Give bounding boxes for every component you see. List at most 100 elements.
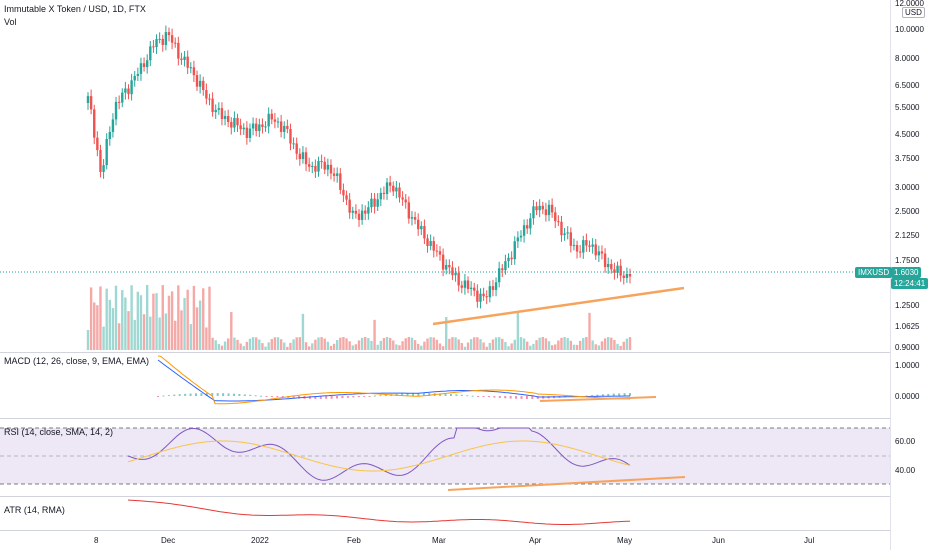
candle-body: [183, 56, 186, 61]
volume-bar: [264, 346, 267, 350]
macd-hist-bar: [167, 395, 170, 397]
price-tick: 5.5000: [895, 103, 920, 112]
volume-bar: [295, 337, 298, 350]
macd-hist-bar: [498, 396, 501, 398]
macd-hist-bar: [417, 393, 420, 396]
candle-body: [382, 192, 386, 195]
candle-body: [130, 80, 133, 95]
volume-bar: [479, 339, 482, 350]
candle-body: [351, 210, 354, 213]
pane-separator[interactable]: [0, 496, 932, 497]
candle-body: [161, 38, 164, 45]
volume-bar: [242, 346, 245, 350]
macd-hist-bar: [471, 395, 474, 397]
macd-hist-bar: [363, 396, 366, 397]
volume-bar: [205, 327, 208, 350]
macd-hist-bar: [325, 396, 328, 399]
macd-hist-bar: [270, 396, 273, 397]
chart-canvas[interactable]: [0, 0, 890, 550]
volume-bar: [307, 346, 311, 350]
candle-body: [566, 232, 569, 234]
candle-body: [320, 161, 323, 163]
macd-hist-bar: [232, 393, 235, 396]
candle-body: [314, 165, 317, 172]
volume-bar: [301, 313, 305, 350]
volume-bar: [388, 337, 392, 350]
candle-body: [535, 206, 538, 211]
candle-body: [255, 123, 258, 131]
candle-body: [145, 60, 149, 68]
volume-bar: [441, 346, 445, 350]
candle-body: [354, 210, 358, 214]
candle-body: [155, 39, 158, 48]
currency-badge[interactable]: USD: [902, 7, 925, 18]
volume-bar: [114, 285, 118, 350]
volume-bar: [174, 320, 177, 350]
volume-bar: [569, 340, 573, 350]
candle-body: [164, 32, 168, 45]
candle-body: [504, 261, 507, 271]
volume-bar: [469, 339, 473, 350]
candle-body: [192, 67, 196, 76]
candle-body: [501, 268, 504, 271]
pane-separator[interactable]: [0, 418, 932, 419]
candle-body: [594, 244, 597, 256]
volume-bar: [619, 345, 622, 350]
macd-label[interactable]: MACD (12, 26, close, 9, EMA, EMA): [4, 356, 150, 366]
candle-body: [205, 90, 208, 99]
volume-bar: [211, 337, 214, 350]
volume-bar: [304, 342, 308, 350]
macd-hist-bar: [173, 394, 176, 396]
atr-label[interactable]: ATR (14, RMA): [4, 505, 65, 515]
rsi-label[interactable]: RSI (14, close, SMA, 14, 2): [4, 427, 114, 437]
candle-body: [541, 205, 544, 210]
candle-body: [99, 150, 102, 172]
candle-body: [600, 251, 604, 254]
candle-body: [211, 98, 214, 113]
macd-hist-bar: [596, 394, 599, 396]
volume-bar: [603, 338, 607, 350]
macd-hist-bar: [477, 396, 480, 397]
macd-hist-bar: [189, 393, 192, 396]
volume-bar: [357, 340, 361, 350]
macd-hist-bar: [591, 395, 594, 397]
macd-hist-bar: [314, 396, 317, 399]
volume-bar: [588, 312, 591, 350]
volume-bar: [526, 341, 529, 350]
candle-body: [603, 253, 607, 268]
time-axis-separator: [0, 530, 932, 531]
macd-hist-bar: [211, 393, 214, 396]
macd-hist-bar: [368, 396, 371, 397]
chart-title: Immutable X Token / USD, 1D, FTX: [4, 4, 146, 14]
volume-bars: [86, 285, 632, 350]
volume-bar: [226, 338, 230, 350]
volume-bar: [364, 337, 367, 350]
volume-bar: [432, 337, 435, 350]
volume-bar: [610, 337, 613, 350]
volume-bar: [208, 286, 211, 350]
time-label: 8: [94, 536, 99, 545]
candle-body: [497, 268, 501, 283]
candle-body: [485, 296, 488, 298]
price-tick: 3.0000: [895, 183, 920, 192]
volume-bar: [544, 338, 548, 350]
macd-hist-bar: [330, 396, 333, 399]
volume-bar: [283, 342, 286, 350]
time-label: May: [617, 536, 633, 545]
volume-bar: [382, 338, 386, 350]
last-price-badge: 1.6030: [891, 267, 922, 278]
volume-bar: [373, 319, 376, 350]
candle-body: [479, 293, 482, 302]
candle-body: [226, 116, 230, 123]
candle-body: [529, 218, 532, 229]
volume-bar: [606, 337, 610, 350]
pane-separator[interactable]: [0, 352, 932, 353]
volume-bar: [420, 345, 423, 350]
candle-body: [591, 244, 594, 247]
volume-bar: [557, 340, 560, 350]
volume-bar: [457, 339, 460, 350]
macd-hist-bar: [444, 393, 447, 396]
volume-bar: [616, 343, 619, 350]
candle-body: [407, 202, 411, 219]
volume-bar: [510, 343, 513, 350]
